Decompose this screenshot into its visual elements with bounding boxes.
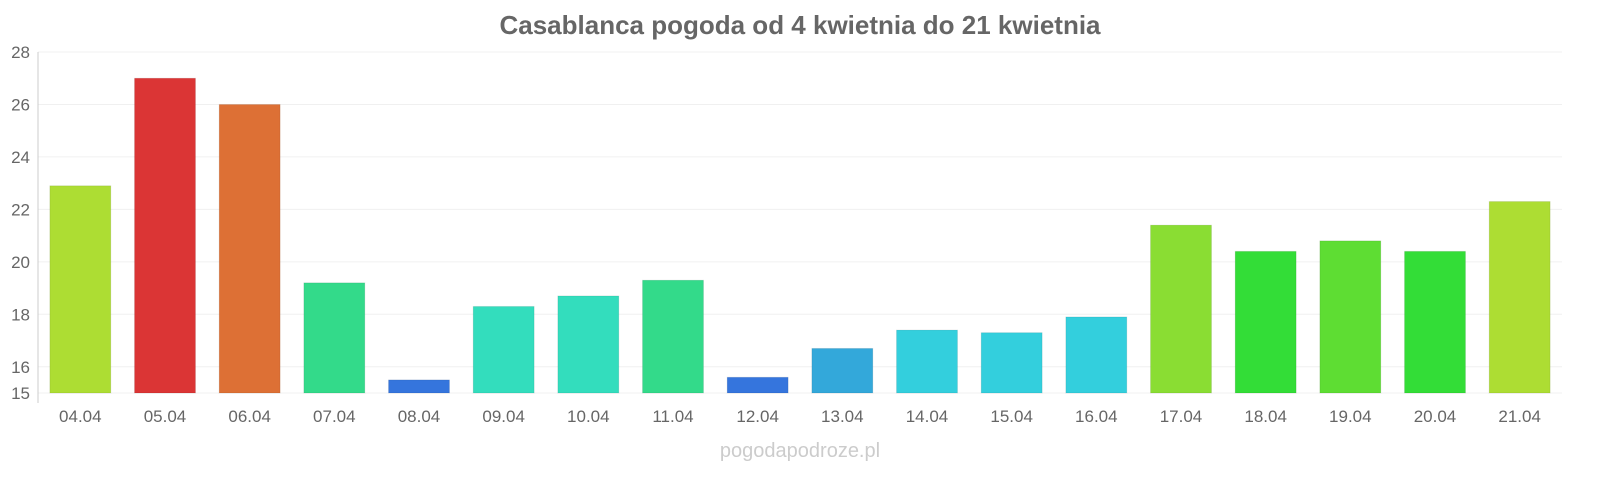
bar-07.04 xyxy=(303,282,366,394)
source-credit: pogodapodroze.pl xyxy=(719,440,881,462)
x-tick-label: 04.04 xyxy=(59,407,102,426)
x-tick-label: 17.04 xyxy=(1160,407,1203,426)
bar-14.04 xyxy=(896,329,958,394)
x-tick-label: 14.04 xyxy=(906,407,949,426)
x-tick-label: 07.04 xyxy=(313,407,356,426)
bar-21.04 xyxy=(1488,201,1551,394)
x-tick-label: 10.04 xyxy=(567,407,610,426)
x-tick-label: 08.04 xyxy=(398,407,441,426)
x-tick-label: 16.04 xyxy=(1075,407,1118,426)
y-tick-label: 16 xyxy=(11,358,30,377)
x-tick-label: 18.04 xyxy=(1244,407,1287,426)
y-tick-label: 26 xyxy=(11,95,30,114)
bar-17.04 xyxy=(1150,224,1212,394)
chart-title: Casablanca pogoda od 4 kwietnia do 21 kw… xyxy=(499,10,1101,40)
x-tick-label: 12.04 xyxy=(736,407,779,426)
bar-10.04 xyxy=(557,295,620,394)
bar-12.04 xyxy=(726,376,789,394)
x-tick-label: 13.04 xyxy=(821,407,864,426)
y-tick-label: 18 xyxy=(11,305,30,324)
y-tick-label: 20 xyxy=(11,253,30,272)
x-tick-label: 05.04 xyxy=(144,407,187,426)
bar-15.04 xyxy=(980,332,1043,394)
bar-09.04 xyxy=(472,305,535,394)
bar-13.04 xyxy=(811,347,874,394)
bar-20.04 xyxy=(1404,250,1466,394)
y-tick-label: 15 xyxy=(11,384,30,403)
bar-18.04 xyxy=(1234,250,1297,394)
x-tick-label: 19.04 xyxy=(1329,407,1372,426)
bar-05.04 xyxy=(134,77,196,394)
x-tick-label: 15.04 xyxy=(990,407,1033,426)
x-tick-label: 20.04 xyxy=(1414,407,1457,426)
bar-19.04 xyxy=(1319,240,1382,394)
y-tick-label: 28 xyxy=(11,43,30,62)
bar-04.04 xyxy=(49,185,112,394)
bar-08.04 xyxy=(388,379,450,394)
x-tick-label: 21.04 xyxy=(1498,407,1541,426)
y-tick-label: 24 xyxy=(11,148,30,167)
x-tick-label: 09.04 xyxy=(482,407,525,426)
x-tick-label: 11.04 xyxy=(652,407,693,426)
x-tick-label: 06.04 xyxy=(228,407,271,426)
bar-06.04 xyxy=(218,103,281,394)
bar-11.04 xyxy=(642,279,704,394)
y-tick-label: 22 xyxy=(11,200,30,219)
bar-16.04 xyxy=(1065,316,1128,394)
